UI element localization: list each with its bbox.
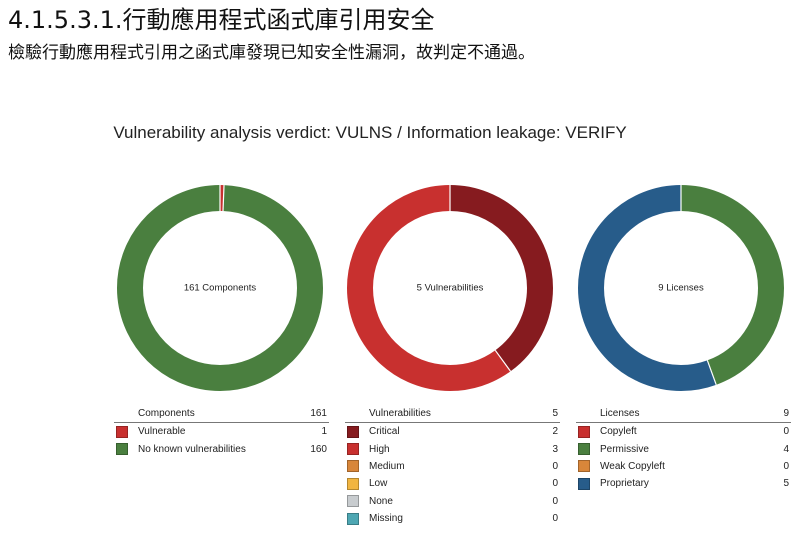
legend-value: 160: [310, 443, 327, 455]
legend-label: No known vulnerabilities: [138, 443, 246, 455]
legend-swatch: [347, 512, 359, 525]
legend-value: 4: [783, 443, 789, 455]
components-center-label: 161 Components: [184, 283, 257, 294]
legend-value: 0: [552, 513, 558, 525]
slice-separator: [222, 185, 225, 212]
legend-header: Components 161: [114, 406, 329, 423]
legend-value: 2: [552, 426, 558, 438]
legend-row-medium: Medium 0: [345, 458, 560, 475]
legend-value: 5: [783, 478, 789, 490]
legend-header: Vulnerabilities 5: [345, 406, 560, 423]
legend-row-critical: Critical 2: [345, 423, 560, 440]
legend-label: Medium: [369, 460, 405, 472]
licenses-donut-chart: 9 Licenses: [578, 185, 784, 391]
legend-label: Permissive: [600, 443, 649, 455]
legend-label: Proprietary: [600, 478, 649, 490]
vulnerabilities-legend: Vulnerabilities 5 Critical 2 High 3 Medium 0 Low…: [345, 406, 560, 527]
legend-total: 5: [552, 408, 558, 419]
legend-label: Weak Copyleft: [600, 460, 665, 472]
legend-row-proprietary: Proprietary 5: [576, 475, 791, 492]
slice-separator: [706, 360, 717, 385]
legend-label: Missing: [369, 513, 403, 525]
page-heading: 4.1.5.3.1.行動應用程式函式庫引用安全: [8, 6, 435, 34]
components-legend: Components 161 Vulnerable 1 No known vulnera…: [114, 406, 329, 458]
legend-swatch: [116, 443, 128, 456]
legend-title: Components: [138, 408, 195, 419]
legend-row-vulnerable: Vulnerable 1: [114, 423, 329, 440]
legend-value: 0: [783, 426, 789, 438]
page-subheading: 檢驗行動應用程式引用之函式庫發現已知安全性漏洞，故判定不通過。: [8, 43, 535, 63]
legend-label: None: [369, 495, 393, 507]
legend-total: 161: [310, 408, 327, 419]
legend-swatch: [347, 495, 359, 508]
legend-label: Critical: [369, 426, 400, 438]
legend-row-weak-copyleft: Weak Copyleft 0: [576, 458, 791, 475]
legend-swatch: [578, 460, 590, 473]
legend-value: 0: [552, 478, 558, 490]
legend-swatch: [347, 425, 359, 438]
legend-row-copyleft: Copyleft 0: [576, 423, 791, 440]
verdict-text: Vulnerability analysis verdict: VULNS / …: [113, 123, 627, 142]
legend-swatch: [578, 443, 590, 456]
legend-title: Licenses: [600, 408, 640, 419]
legend-label: High: [369, 443, 390, 455]
legend-value: 0: [783, 460, 789, 472]
legend-swatch: [578, 425, 590, 438]
legend-row-none: None 0: [345, 493, 560, 510]
legend-row-missing: Missing 0: [345, 510, 560, 527]
vulnerabilities-center-label: 5 Vulnerabilities: [417, 283, 484, 294]
legend-row-high: High 3: [345, 440, 560, 457]
legend-row-low: Low 0: [345, 475, 560, 492]
vulnerabilities-donut-chart: 5 Vulnerabilities: [347, 185, 553, 391]
legend-value: 1: [321, 426, 327, 438]
legend-row-permissive: Permissive 4: [576, 440, 791, 457]
legend-swatch: [578, 477, 590, 490]
legend-header: Licenses 9: [576, 406, 791, 423]
components-donut-chart: 161 Components: [117, 185, 323, 391]
licenses-legend: Licenses 9 Copyleft 0 Permissive 4 Weak Copyle…: [576, 406, 791, 493]
legend-value: 0: [552, 460, 558, 472]
legend-label: Vulnerable: [138, 426, 186, 438]
legend-swatch: [347, 460, 359, 473]
legend-value: 0: [552, 495, 558, 507]
legend-swatch: [116, 425, 128, 438]
licenses-center-label: 9 Licenses: [658, 283, 704, 294]
legend-swatch: [347, 477, 359, 490]
slice-separator: [494, 349, 512, 372]
legend-value: 3: [552, 443, 558, 455]
legend-total: 9: [783, 408, 789, 419]
legend-swatch: [347, 443, 359, 456]
legend-row-no-known-vulnerabilities: No known vulnerabilities 160: [114, 440, 329, 457]
legend-title: Vulnerabilities: [369, 408, 431, 419]
legend-label: Low: [369, 478, 388, 490]
legend-label: Copyleft: [600, 426, 637, 438]
